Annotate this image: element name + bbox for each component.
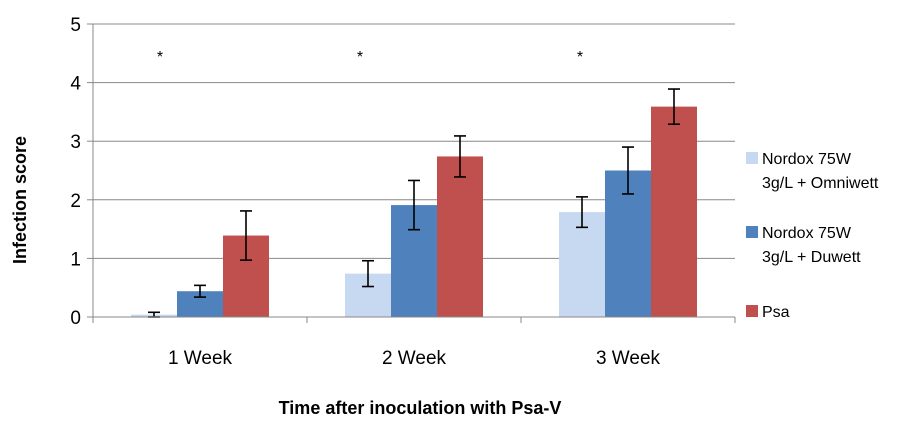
legend: Nordox 75W 3g/L + Omniwett Nordox 75W 3g/L …: [746, 151, 879, 321]
y-axis-ticks: 0 1 2 3 4 5: [70, 15, 93, 329]
legend-label: Nordox 75W: [762, 225, 852, 242]
legend-label: 3g/L + Omniwett: [762, 175, 879, 192]
y-tick-label: 1: [70, 249, 81, 270]
x-tick-label: 1 Week: [168, 348, 233, 369]
legend-swatch: [746, 152, 758, 164]
bar: [559, 212, 605, 317]
x-tick-label: 3 Week: [596, 348, 661, 369]
y-tick-label: 3: [70, 132, 81, 153]
y-axis-title: Infection score: [10, 136, 30, 264]
bar: [437, 156, 483, 317]
bar: [605, 170, 651, 317]
legend-swatch: [746, 226, 758, 238]
y-tick-label: 4: [70, 74, 81, 95]
x-axis-title: Time after inoculation with Psa-V: [279, 398, 562, 418]
significance-asterisk: *: [577, 49, 583, 66]
significance-markers: * * *: [157, 49, 583, 66]
x-axis: [92, 24, 735, 318]
y-tick-label: 5: [70, 15, 81, 36]
significance-asterisk: *: [357, 49, 363, 66]
legend-label: Psa: [762, 304, 790, 321]
bar: [651, 106, 697, 317]
legend-swatch: [746, 305, 758, 317]
y-tick-label: 2: [70, 191, 81, 212]
y-tick-label: 0: [70, 308, 81, 329]
legend-label: Nordox 75W: [762, 151, 852, 168]
x-axis-ticks: 1 Week 2 Week 3 Week: [92, 317, 736, 369]
legend-label: 3g/L + Duwett: [762, 249, 861, 266]
significance-asterisk: *: [157, 49, 163, 66]
x-tick-label: 2 Week: [382, 348, 447, 369]
